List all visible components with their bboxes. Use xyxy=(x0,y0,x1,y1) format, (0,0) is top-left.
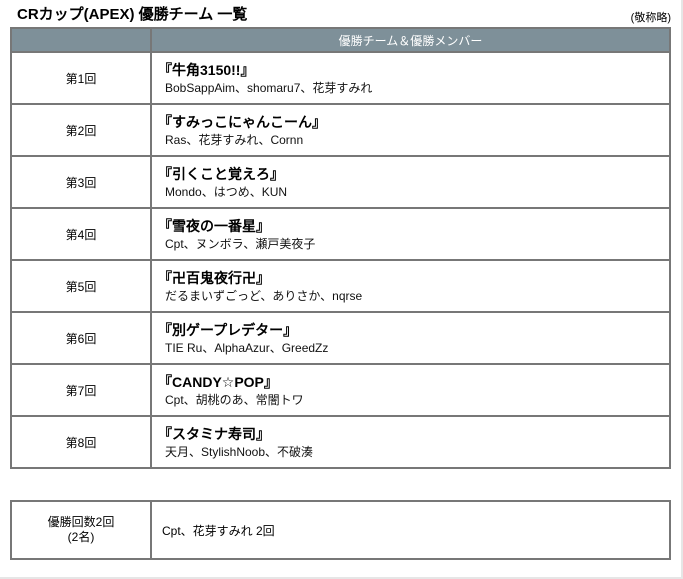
team-members: Cpt、ヌンボラ、瀬戸美夜子 xyxy=(165,236,316,251)
team-members: TIE Ru、AlphaAzur、GreedZz xyxy=(165,340,329,355)
team-cell: 『牛角3150!!』 BobSappAim、shomaru7、花芽すみれ xyxy=(150,51,671,105)
table-row: 第8回 『スタミナ寿司』 天月、StylishNoob、不破湊 xyxy=(10,415,671,469)
round-cell: 第1回 xyxy=(10,51,152,105)
team-cell: 『すみっこにゃんこーん』 Ras、花芽すみれ、Cornn xyxy=(150,103,671,157)
header-label-cell: 優勝チーム＆優勝メンバー xyxy=(150,27,671,53)
round-cell: 第2回 xyxy=(10,103,152,157)
team-name: 『すみっこにゃんこーん』 xyxy=(158,113,326,130)
table-row: 第7回 『CANDY☆POP』 Cpt、胡桃のあ、常闇トワ xyxy=(10,363,671,417)
team-name: 『スタミナ寿司』 xyxy=(158,425,270,442)
page-title: CRカップ(APEX) 優勝チーム 一覧 xyxy=(17,6,248,23)
table-row: 第2回 『すみっこにゃんこーん』 Ras、花芽すみれ、Cornn xyxy=(10,103,671,157)
team-name: 『別ゲープレデター』 xyxy=(158,321,298,338)
round-cell: 第7回 xyxy=(10,363,152,417)
team-members: Ras、花芽すみれ、Cornn xyxy=(165,132,304,147)
summary-row: 優勝回数2回 (2名) Cpt、花芽すみれ 2回 xyxy=(10,500,671,560)
team-cell: 『雪夜の一番星』 Cpt、ヌンボラ、瀬戸美夜子 xyxy=(150,207,671,261)
summary-count-sub: (2名) xyxy=(67,530,95,544)
team-members: BobSappAim、shomaru7、花芽すみれ xyxy=(165,80,373,95)
team-members: Mondo、はつめ、KUN xyxy=(165,184,288,199)
table-row: 第6回 『別ゲープレデター』 TIE Ru、AlphaAzur、GreedZz xyxy=(10,311,671,365)
team-members: 天月、StylishNoob、不破湊 xyxy=(165,444,314,459)
header-empty-cell xyxy=(10,27,152,53)
team-name: 『引くこと覚えろ』 xyxy=(158,165,284,182)
table-header-row: 優勝チーム＆優勝メンバー xyxy=(10,27,671,53)
round-cell: 第8回 xyxy=(10,415,152,469)
team-cell: 『別ゲープレデター』 TIE Ru、AlphaAzur、GreedZz xyxy=(150,311,671,365)
round-cell: 第6回 xyxy=(10,311,152,365)
round-cell: 第5回 xyxy=(10,259,152,313)
table-row: 第5回 『卍百鬼夜行卍』 だるまいずごっど、ありさか、nqrse xyxy=(10,259,671,313)
team-name: 『卍百鬼夜行卍』 xyxy=(158,269,270,286)
team-members: だるまいずごっど、ありさか、nqrse xyxy=(165,288,363,303)
table-row: 第1回 『牛角3150!!』 BobSappAim、shomaru7、花芽すみれ xyxy=(10,51,671,105)
winners-table: 優勝チーム＆優勝メンバー 第1回 『牛角3150!!』 BobSappAim、s… xyxy=(10,27,671,469)
team-members: Cpt、胡桃のあ、常闇トワ xyxy=(165,392,304,407)
team-cell: 『スタミナ寿司』 天月、StylishNoob、不破湊 xyxy=(150,415,671,469)
summary-table: 優勝回数2回 (2名) Cpt、花芽すみれ 2回 xyxy=(10,500,671,560)
team-name: 『牛角3150!!』 xyxy=(158,61,255,78)
round-cell: 第3回 xyxy=(10,155,152,209)
summary-label-cell: 優勝回数2回 (2名) xyxy=(10,500,152,560)
team-cell: 『引くこと覚えろ』 Mondo、はつめ、KUN xyxy=(150,155,671,209)
team-name: 『雪夜の一番星』 xyxy=(158,217,270,234)
table-row: 第3回 『引くこと覚えろ』 Mondo、はつめ、KUN xyxy=(10,155,671,209)
summary-count-label: 優勝回数2回 xyxy=(47,515,115,529)
summary-value-cell: Cpt、花芽すみれ 2回 xyxy=(150,500,671,560)
team-cell: 『CANDY☆POP』 Cpt、胡桃のあ、常闇トワ xyxy=(150,363,671,417)
honorific-note: (敬称略) xyxy=(630,12,671,24)
table-row: 第4回 『雪夜の一番星』 Cpt、ヌンボラ、瀬戸美夜子 xyxy=(10,207,671,261)
team-name: 『CANDY☆POP』 xyxy=(158,373,278,390)
team-cell: 『卍百鬼夜行卍』 だるまいずごっど、ありさか、nqrse xyxy=(150,259,671,313)
round-cell: 第4回 xyxy=(10,207,152,261)
